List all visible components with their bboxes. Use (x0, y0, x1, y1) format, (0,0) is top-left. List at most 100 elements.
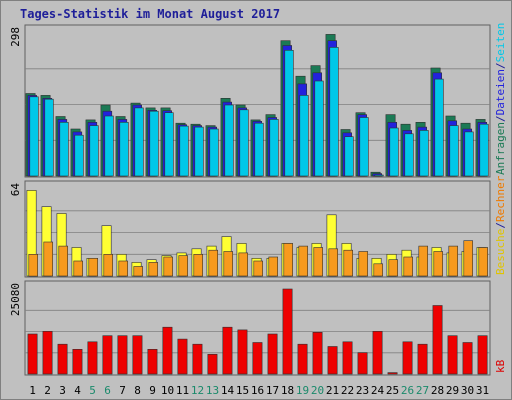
bar-middle-rechner-day-13 (208, 249, 219, 277)
bar-top-seiten-day-7 (119, 122, 129, 177)
bar-top-seiten-day-15 (239, 109, 249, 177)
legend-entry-0: Besuche (494, 229, 507, 275)
bar-middle-rechner-day-26 (403, 256, 413, 277)
x-tick-label-day-23: 23 (356, 384, 369, 397)
bar-top-seiten-day-6 (104, 115, 114, 177)
x-tick-label-day-20: 20 (311, 384, 324, 397)
x-tick-label-day-11: 11 (176, 384, 189, 397)
x-tick-label-day-1: 1 (29, 384, 36, 397)
bar-middle-rechner-day-30 (463, 240, 473, 277)
x-tick-label-day-3: 3 (59, 384, 66, 397)
bar-bottom-kb-day-26 (402, 341, 413, 375)
bar-bottom-kb-day-12 (192, 343, 203, 375)
panel-top-max-label: 298 (9, 27, 22, 47)
x-tick-label-day-18: 18 (281, 384, 294, 397)
x-tick-label-day-22: 22 (341, 384, 354, 397)
bar-bottom-kb-day-18 (282, 288, 293, 375)
x-tick-label-day-4: 4 (74, 384, 81, 397)
x-tick-label-day-28: 28 (431, 384, 444, 397)
x-tick-label-day-13: 13 (206, 384, 219, 397)
bar-middle-rechner-day-11 (178, 255, 189, 277)
bar-top-seiten-day-22 (344, 136, 354, 177)
bar-bottom-kb-day-14 (222, 326, 233, 375)
bar-top-seiten-day-20 (314, 80, 324, 177)
bar-top-seiten-day-12 (194, 126, 204, 177)
panel-top-legend: Anfragen/Dateien/Seiten (494, 23, 507, 175)
x-tick-label-day-16: 16 (251, 384, 264, 397)
bar-bottom-kb-day-7 (117, 335, 128, 375)
bar-bottom-kb-day-11 (177, 338, 188, 375)
bar-bottom-kb-day-29 (447, 335, 458, 375)
chart-title: Tages-Statistik im Monat August 2017 (20, 7, 280, 21)
bar-top-seiten-day-9 (149, 110, 159, 177)
bar-bottom-kb-day-8 (132, 335, 143, 375)
bar-top-seiten-day-19 (299, 95, 309, 177)
bar-middle-rechner-day-24 (373, 263, 383, 277)
panels-layer: 298Anfragen/Dateien/Seiten64Besuche/Rech… (9, 23, 507, 376)
legend-entry-0: kB (494, 359, 507, 373)
bar-top-seiten-day-18 (284, 49, 294, 177)
bar-middle-rechner-day-29 (448, 245, 458, 277)
panel-middle: 64 Besuche/Rechner (9, 175, 507, 278)
bar-middle-rechner-day-8 (133, 266, 144, 277)
bar-middle-rechner-day-20 (313, 247, 323, 277)
x-tick-label-day-25: 25 (386, 384, 399, 397)
bar-top-seiten-day-3 (59, 122, 69, 177)
bar-bottom-kb-day-31 (477, 335, 488, 375)
legend-entry-1: / (494, 115, 507, 122)
bar-top-seiten-day-16 (254, 122, 264, 177)
bar-top-seiten-day-21 (329, 47, 339, 177)
bar-bottom-kb-day-27 (417, 343, 428, 375)
bar-bottom-kb-day-9 (147, 348, 158, 375)
legend-entry-4: Seiten (494, 23, 507, 63)
bar-bottom-kb-day-10 (162, 326, 173, 375)
x-tick-label-day-31: 31 (476, 384, 489, 397)
bar-bottom-kb-day-21 (327, 346, 338, 375)
x-tick-label-day-12: 12 (191, 384, 204, 397)
bar-bottom-kb-day-5 (87, 341, 98, 375)
bar-bottom-kb-day-17 (267, 333, 278, 375)
bar-top-seiten-day-17 (269, 119, 279, 177)
bar-top-seiten-day-31 (479, 123, 489, 177)
x-tick-label-day-21: 21 (326, 384, 339, 397)
x-tick-label-day-29: 29 (446, 384, 459, 397)
bar-top-seiten-day-14 (224, 104, 234, 177)
bar-bottom-kb-day-20 (312, 331, 323, 375)
bar-top-seiten-day-30 (464, 131, 474, 177)
bar-bottom-kb-day-23 (357, 352, 368, 375)
bar-bottom-kb-day-4 (72, 348, 83, 375)
bar-top-seiten-day-28 (434, 78, 444, 177)
bar-middle-rechner-day-22 (343, 249, 353, 277)
bar-top-seiten-day-29 (449, 125, 459, 177)
panel-bottom-legend: kB (494, 359, 507, 373)
bar-middle-rechner-day-14 (223, 251, 234, 277)
bar-top-seiten-day-24 (374, 174, 384, 177)
bar-top-seiten-day-10 (164, 112, 174, 177)
bar-middle-rechner-day-18 (283, 243, 293, 277)
bar-top-seiten-day-2 (44, 98, 54, 177)
x-tick-label-day-30: 30 (461, 384, 474, 397)
bar-bottom-kb-day-22 (342, 341, 353, 375)
bar-bottom-kb-day-25 (387, 372, 398, 375)
bar-top-seiten-day-26 (404, 133, 414, 177)
bar-bottom-kb-day-6 (102, 335, 113, 375)
bar-middle-rechner-day-3 (58, 245, 68, 277)
x-tick-label-day-7: 7 (119, 384, 126, 397)
x-tick-label-day-27: 27 (416, 384, 429, 397)
bar-middle-rechner-day-9 (148, 262, 159, 277)
bar-top-seiten-day-4 (74, 134, 84, 177)
x-tick-label-day-9: 9 (149, 384, 156, 397)
bar-bottom-kb-day-1 (27, 333, 38, 375)
bar-bottom-kb-day-19 (297, 343, 308, 375)
x-tick-label-day-10: 10 (161, 384, 174, 397)
bar-middle-rechner-day-19 (298, 245, 308, 277)
legend-entry-2: Rechner (494, 175, 507, 222)
x-tick-label-day-8: 8 (134, 384, 141, 397)
bar-bottom-kb-day-30 (462, 342, 473, 375)
x-tick-label-day-26: 26 (401, 384, 414, 397)
x-tick-label-day-2: 2 (44, 384, 51, 397)
bar-middle-rechner-day-2 (43, 241, 53, 277)
bar-top-seiten-day-25 (389, 127, 399, 177)
bar-top-seiten-day-13 (209, 128, 219, 177)
